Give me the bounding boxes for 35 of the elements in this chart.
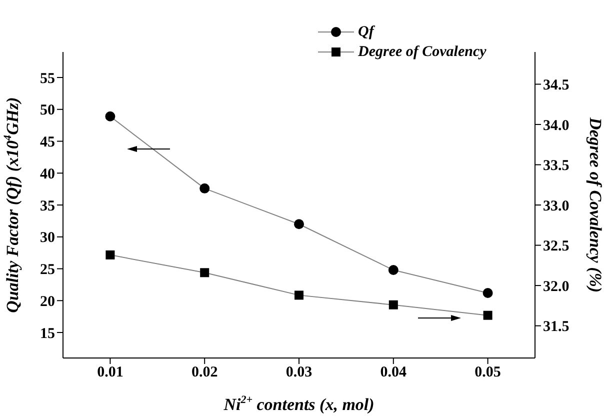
y-tick-label: 40 [40,166,55,182]
x-tick-label: 0.02 [191,364,218,381]
point [294,290,304,300]
x-tick-label: 0.01 [97,364,124,381]
point [200,183,210,194]
y-tick-label: 25 [40,262,55,278]
point [294,219,304,230]
y2-tick-label: 33.5 [543,158,570,174]
legend-label: Qf [358,24,374,40]
point [105,111,116,122]
point [482,288,493,298]
y2-tick-label: 32.0 [543,278,570,295]
y-tick-label: 20 [40,294,55,310]
point [388,265,398,276]
y2-tick-label: 31.5 [543,319,570,336]
y-tick-label: 30 [40,230,55,246]
point [106,250,115,260]
x-axis-title: Ni$^{2+}$ contents (x, mol) [222,394,374,414]
y2-axis-title: Degree of Covalency (%) [586,116,606,293]
point [388,300,398,310]
point [483,310,492,320]
y2-tick-label: 33.0 [543,198,570,214]
y2-tick-label: 34.0 [543,118,570,134]
x-tick-label: 0.03 [286,364,312,381]
y-tick-label: 55 [40,70,55,87]
y-tick-label: 35 [40,198,55,214]
y-tick-label: 50 [40,102,55,119]
y-tick-label: 15 [40,326,55,342]
y-tick-label: 45 [40,134,55,151]
y2-tick-label: 32.5 [543,238,570,255]
y2-tick-label: 34.5 [543,78,570,94]
legend-label: Degree of Covalency [358,44,486,60]
x-tick-label: 0.05 [474,364,501,381]
point [200,268,210,278]
x-tick-label: 0.04 [380,364,408,381]
